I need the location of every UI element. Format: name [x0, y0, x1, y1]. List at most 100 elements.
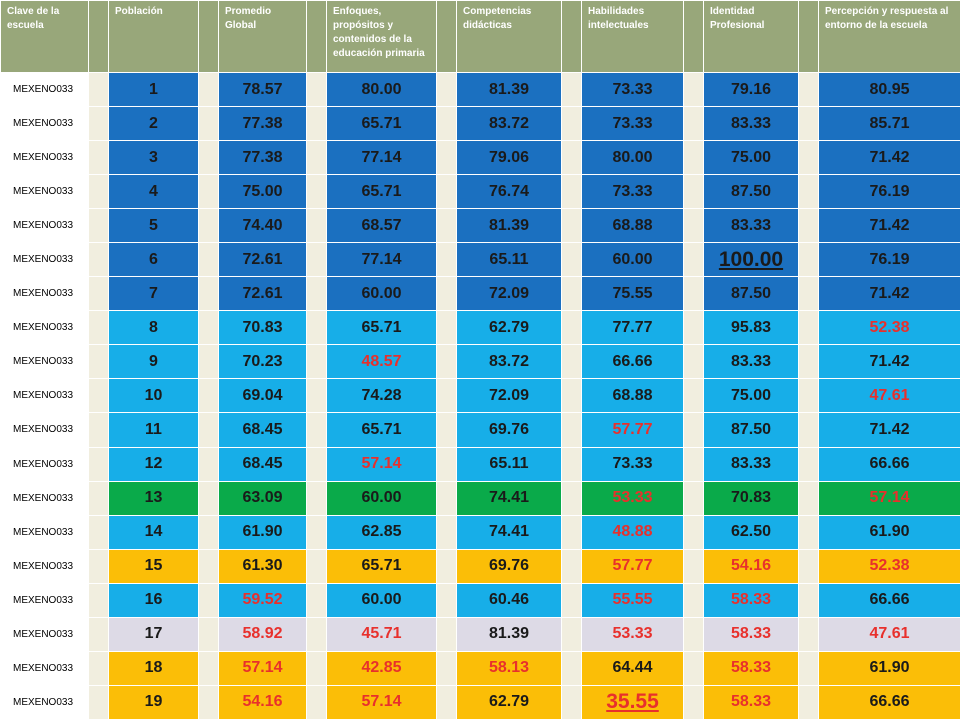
poblacion-cell: 7	[108, 276, 199, 312]
row-spacer	[436, 412, 457, 448]
clave-cell: MEXENO033	[0, 582, 89, 618]
header-spacer	[683, 0, 704, 73]
row-spacer	[798, 106, 819, 142]
table-row: MEXENO033 11 68.45 65.71 69.76 57.77 87.50 71.4…	[0, 412, 960, 448]
identidad-cell: 87.50	[703, 276, 799, 312]
competencias-cell: 58.13	[456, 650, 562, 686]
row-spacer	[198, 378, 219, 414]
row-spacer	[683, 174, 704, 210]
competencias-cell: 74.41	[456, 480, 562, 516]
row-spacer	[306, 106, 327, 142]
row-spacer	[306, 174, 327, 210]
header-clave: Clave de la escuela	[0, 0, 89, 73]
row-spacer	[306, 242, 327, 278]
habilidades-cell: 35.55	[581, 684, 684, 720]
row-spacer	[198, 446, 219, 482]
row-spacer	[798, 412, 819, 448]
identidad-cell: 62.50	[703, 514, 799, 550]
row-spacer	[798, 71, 819, 108]
percepcion-cell: 47.61	[818, 616, 960, 652]
row-spacer	[436, 684, 457, 720]
habilidades-cell: 66.66	[581, 344, 684, 380]
enfoques-cell: 60.00	[326, 582, 437, 618]
promedio-global-cell: 68.45	[218, 412, 307, 448]
promedio-global-cell: 70.83	[218, 310, 307, 346]
clave-cell: MEXENO033	[0, 208, 89, 244]
promedio-global-cell: 77.38	[218, 106, 307, 142]
percepcion-cell: 71.42	[818, 208, 960, 244]
identidad-cell: 75.00	[703, 378, 799, 414]
row-spacer	[798, 548, 819, 584]
clave-cell: MEXENO033	[0, 616, 89, 652]
identidad-cell: 83.33	[703, 106, 799, 142]
percepcion-cell: 66.66	[818, 582, 960, 618]
clave-cell: MEXENO033	[0, 446, 89, 482]
row-spacer	[436, 140, 457, 176]
header-percepcion: Percepción y respuesta al entorno de la …	[818, 0, 960, 73]
row-spacer	[798, 650, 819, 686]
poblacion-cell: 14	[108, 514, 199, 550]
competencias-cell: 83.72	[456, 344, 562, 380]
habilidades-cell: 68.88	[581, 378, 684, 414]
row-spacer	[798, 208, 819, 244]
habilidades-cell: 73.33	[581, 71, 684, 108]
row-spacer	[436, 548, 457, 584]
enfoques-cell: 57.14	[326, 684, 437, 720]
row-spacer	[436, 310, 457, 346]
row-spacer	[436, 276, 457, 312]
identidad-cell: 58.33	[703, 684, 799, 720]
percepcion-cell: 61.90	[818, 514, 960, 550]
habilidades-cell: 75.55	[581, 276, 684, 312]
table-row: MEXENO033 13 63.09 60.00 74.41 53.33 70.83 57.1…	[0, 480, 960, 516]
identidad-cell: 79.16	[703, 71, 799, 108]
row-spacer	[88, 514, 109, 550]
table-row: MEXENO033 15 61.30 65.71 69.76 57.77 54.16 52.3…	[0, 548, 960, 584]
row-spacer	[683, 514, 704, 550]
table-row: MEXENO033 19 54.16 57.14 62.79 35.55 58.33 66.6…	[0, 684, 960, 720]
table-row: MEXENO033 10 69.04 74.28 72.09 68.88 75.00 47.6…	[0, 378, 960, 414]
header-poblacion: Población	[108, 0, 199, 73]
row-spacer	[561, 310, 582, 346]
identidad-cell: 83.33	[703, 446, 799, 482]
table-header: Clave de la escuela Población Promedio G…	[0, 0, 960, 73]
row-spacer	[798, 242, 819, 278]
row-spacer	[561, 276, 582, 312]
row-spacer	[88, 208, 109, 244]
row-spacer	[198, 276, 219, 312]
header-spacer	[306, 0, 327, 73]
row-spacer	[88, 378, 109, 414]
enfoques-cell: 45.71	[326, 616, 437, 652]
row-spacer	[683, 412, 704, 448]
table-row: MEXENO033 6 72.61 77.14 65.11 60.00 100.00 76.1…	[0, 242, 960, 278]
promedio-global-cell: 72.61	[218, 242, 307, 278]
row-spacer	[436, 106, 457, 142]
row-spacer	[198, 582, 219, 618]
row-spacer	[88, 582, 109, 618]
row-spacer	[88, 71, 109, 108]
row-spacer	[306, 344, 327, 380]
enfoques-cell: 77.14	[326, 140, 437, 176]
competencias-cell: 79.06	[456, 140, 562, 176]
competencias-cell: 72.09	[456, 276, 562, 312]
header-spacer	[561, 0, 582, 73]
competencias-cell: 83.72	[456, 106, 562, 142]
poblacion-cell: 15	[108, 548, 199, 584]
row-spacer	[198, 344, 219, 380]
habilidades-cell: 53.33	[581, 616, 684, 652]
competencias-cell: 74.41	[456, 514, 562, 550]
competencias-cell: 72.09	[456, 378, 562, 414]
row-spacer	[683, 378, 704, 414]
table-row: MEXENO033 8 70.83 65.71 62.79 77.77 95.83 52.38	[0, 310, 960, 346]
promedio-global-cell: 69.04	[218, 378, 307, 414]
row-spacer	[88, 344, 109, 380]
row-spacer	[436, 480, 457, 516]
row-spacer	[306, 71, 327, 108]
promedio-global-cell: 63.09	[218, 480, 307, 516]
habilidades-cell: 57.77	[581, 412, 684, 448]
row-spacer	[88, 650, 109, 686]
row-spacer	[798, 310, 819, 346]
header-spacer	[198, 0, 219, 73]
enfoques-cell: 77.14	[326, 242, 437, 278]
poblacion-cell: 19	[108, 684, 199, 720]
